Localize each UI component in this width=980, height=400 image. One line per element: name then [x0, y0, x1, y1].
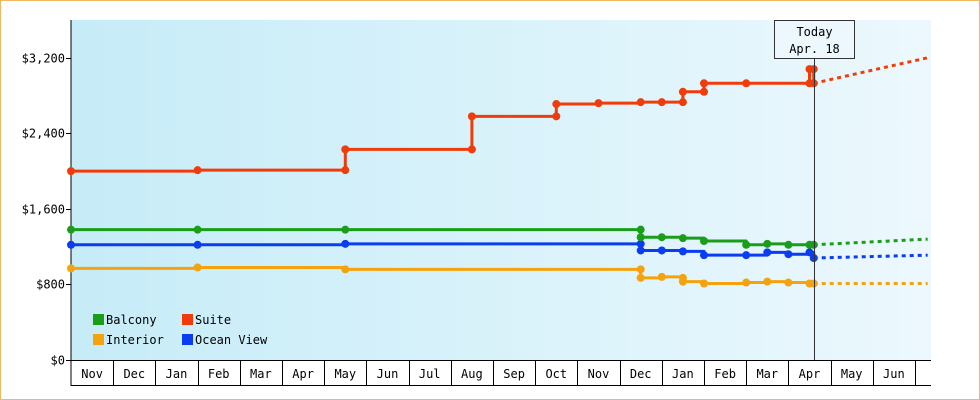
series-forecast-balcony: [813, 237, 928, 247]
data-point-suite: [467, 145, 476, 154]
data-point-balcony: [341, 225, 350, 234]
data-point-balcony: [742, 240, 751, 249]
data-point-suite: [467, 112, 476, 121]
y-tick-label: $800: [36, 278, 65, 292]
x-month-label: Mar: [756, 367, 778, 381]
data-point-suite: [594, 99, 603, 108]
today-date-label: Apr. 18: [789, 42, 840, 56]
x-month-label: Nov: [81, 367, 103, 381]
data-point-interior: [763, 277, 772, 286]
y-tick-label: $0: [51, 354, 65, 368]
data-point-balcony: [678, 234, 687, 243]
legend-swatch-interior: [93, 334, 104, 345]
series-forecast-suite: [813, 56, 928, 85]
data-point-balcony: [763, 239, 772, 248]
series-forecast-ocean-view: [813, 253, 928, 260]
data-point-ocean-view: [700, 251, 708, 260]
data-point-balcony: [809, 240, 818, 249]
x-month-label: Jul: [419, 367, 441, 381]
data-point-suite: [193, 166, 202, 175]
data-point-ocean-view: [657, 246, 666, 255]
data-point-suite: [341, 166, 350, 175]
data-point-ocean-view: [341, 239, 350, 248]
data-point-ocean-view: [809, 254, 818, 262]
x-month-label: Feb: [714, 367, 736, 381]
data-point-ocean-view: [636, 239, 645, 248]
y-tick-label: $1,600: [22, 203, 65, 217]
data-point-suite: [742, 79, 751, 88]
x-month-label: Apr: [292, 367, 314, 381]
data-point-interior: [193, 263, 202, 272]
data-point-suite: [809, 79, 818, 88]
x-month-label: Oct: [545, 367, 567, 381]
x-month-label: Jan: [672, 367, 694, 381]
legend-label-balcony: Balcony: [106, 313, 157, 327]
data-point-interior: [678, 277, 687, 286]
legend-swatch-balcony: [93, 314, 104, 325]
x-month-label: Nov: [588, 367, 610, 381]
y-tick-label: $3,200: [22, 52, 65, 66]
data-point-suite: [700, 87, 708, 96]
data-point-interior: [341, 265, 350, 274]
data-point-ocean-view: [784, 250, 793, 259]
x-month-label: Feb: [208, 367, 230, 381]
data-point-balcony: [784, 240, 793, 249]
data-point-suite: [636, 98, 645, 107]
data-point-ocean-view: [193, 240, 202, 249]
data-point-suite: [809, 65, 818, 74]
data-point-interior: [742, 278, 751, 287]
data-point-suite: [67, 167, 75, 176]
data-point-suite: [341, 145, 350, 154]
legend-label-interior: Interior: [106, 333, 164, 347]
data-point-balcony: [636, 225, 645, 234]
data-point-interior: [657, 272, 666, 281]
x-month-label: Dec: [123, 367, 145, 381]
legend-swatch-suite: [182, 314, 193, 325]
x-month-label: Dec: [630, 367, 652, 381]
data-point-interior: [700, 279, 708, 288]
data-point-interior: [809, 279, 818, 288]
x-month-label: Mar: [250, 367, 272, 381]
data-point-ocean-view: [742, 251, 751, 260]
y-tick-label: $2,400: [22, 127, 65, 141]
x-month-label: May: [334, 367, 356, 381]
data-point-suite: [552, 112, 561, 121]
today-label: Today: [796, 25, 832, 39]
data-point-balcony: [193, 225, 202, 234]
data-point-interior: [67, 264, 75, 273]
data-point-interior: [636, 273, 645, 282]
today-box: [774, 20, 855, 59]
x-month-label: Jun: [377, 367, 399, 381]
x-month-label: Jun: [883, 367, 905, 381]
data-point-suite: [700, 79, 708, 88]
legend-swatch-ocean-view: [182, 334, 193, 345]
data-point-interior: [784, 278, 793, 287]
data-point-ocean-view: [67, 240, 75, 249]
data-point-suite: [657, 98, 666, 107]
data-point-ocean-view: [805, 248, 814, 257]
data-point-interior: [636, 265, 645, 274]
data-point-suite: [552, 100, 561, 109]
data-point-suite: [678, 98, 687, 107]
data-point-ocean-view: [636, 246, 645, 255]
x-month-label: Jan: [166, 367, 188, 381]
data-point-ocean-view: [678, 247, 687, 256]
legend-label-ocean-view: Ocean View: [195, 333, 268, 347]
data-point-balcony: [67, 225, 75, 234]
plot-area: [71, 20, 931, 360]
data-point-suite: [678, 87, 687, 96]
data-point-balcony: [636, 233, 645, 242]
data-point-balcony: [657, 233, 666, 242]
x-month-label: May: [841, 367, 863, 381]
x-month-label: Aug: [461, 367, 483, 381]
data-point-ocean-view: [763, 248, 772, 257]
data-point-balcony: [700, 237, 708, 245]
x-month-label: Apr: [799, 367, 821, 381]
legend-label-suite: Suite: [195, 313, 231, 327]
x-month-label: Sep: [503, 367, 525, 381]
